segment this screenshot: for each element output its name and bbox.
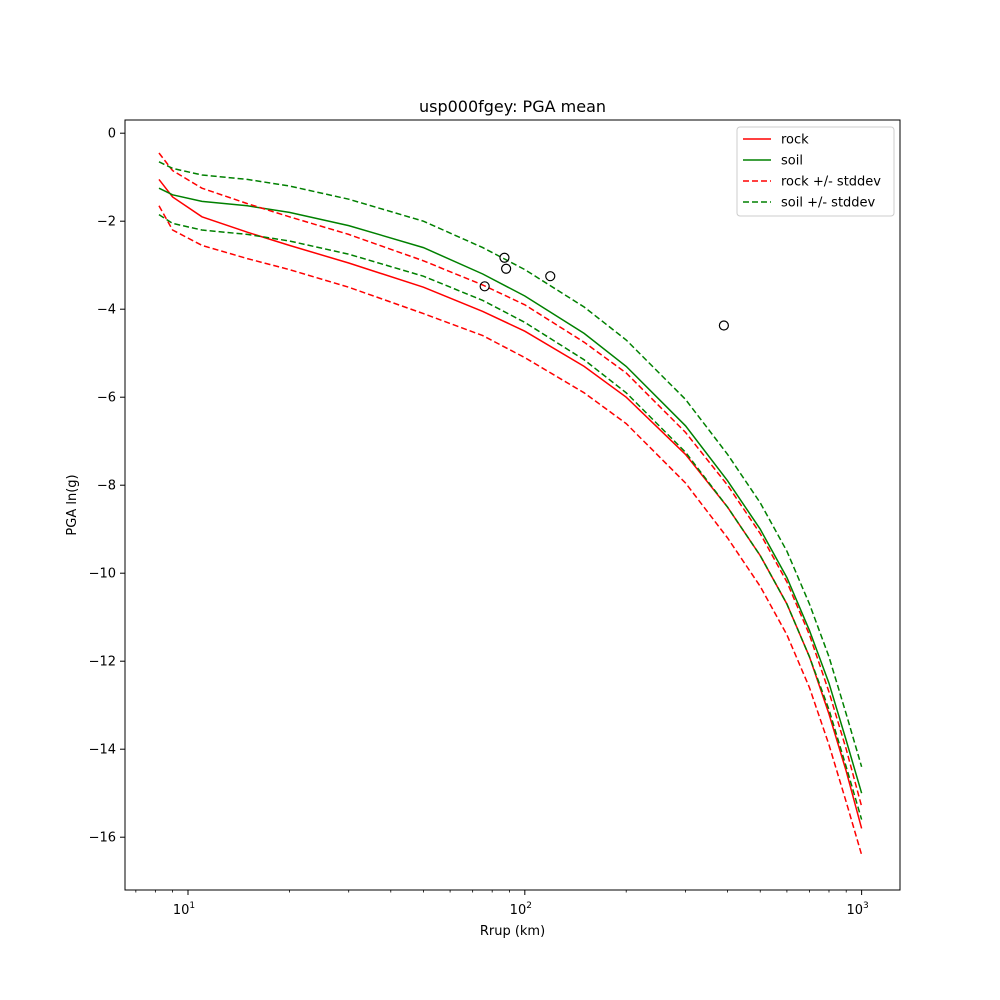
observation-point [501, 263, 512, 274]
plot-frame [124, 119, 901, 891]
legend-box [736, 126, 895, 217]
y-tick-label: −14 [89, 743, 116, 758]
series-line-0 [158, 178, 863, 829]
y-tick-label: −10 [89, 567, 116, 582]
y-axis: 0 −2 −4 −6 −8 −10 −12 −14 −16 [89, 127, 125, 846]
observation-point [545, 271, 556, 282]
y-tick-label: −2 [97, 215, 116, 230]
legend: rock soil rock +/- stddev soil +/- stddev [736, 126, 895, 217]
x-axis: 101 102 103 [135, 890, 869, 918]
series-line-5 [158, 213, 863, 820]
chart-title: usp000fgey: PGA mean [419, 97, 606, 116]
observation-point [499, 252, 510, 263]
legend-label: soil [781, 154, 803, 169]
observation-point [718, 320, 729, 331]
x-tick-label: 101 [173, 901, 195, 918]
y-tick-label: −8 [97, 479, 116, 494]
series-line-3 [158, 205, 863, 856]
x-tick-label: 103 [846, 901, 868, 918]
y-tick-label: 0 [108, 127, 116, 142]
x-tick-label: 102 [510, 901, 532, 918]
y-tick-label: −16 [89, 831, 116, 846]
observation-point [479, 281, 490, 292]
legend-label: soil +/- stddev [781, 196, 876, 211]
legend-label: rock [781, 133, 809, 148]
series-line-4 [158, 161, 863, 768]
legend-label: rock +/- stddev [781, 175, 881, 190]
y-tick-label: −12 [89, 655, 116, 670]
x-axis-label: Rrup (km) [480, 924, 545, 939]
plot-area [158, 152, 863, 856]
y-tick-label: −6 [97, 391, 116, 406]
y-axis-label: PGA ln(g) [65, 474, 80, 535]
series-line-1 [158, 187, 863, 794]
series-line-2 [158, 152, 863, 807]
y-tick-label: −4 [97, 303, 116, 318]
